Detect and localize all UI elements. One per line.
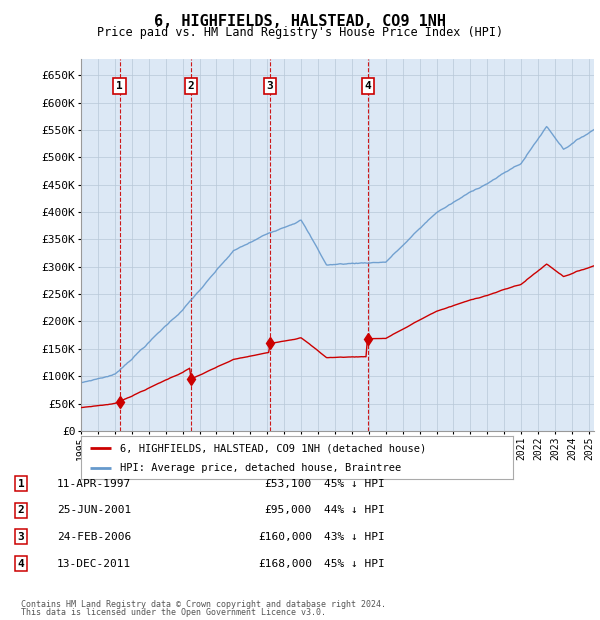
Text: Price paid vs. HM Land Registry's House Price Index (HPI): Price paid vs. HM Land Registry's House … <box>97 26 503 39</box>
Text: 6, HIGHFIELDS, HALSTEAD, CO9 1NH (detached house): 6, HIGHFIELDS, HALSTEAD, CO9 1NH (detach… <box>120 443 426 453</box>
Text: 25-JUN-2001: 25-JUN-2001 <box>57 505 131 515</box>
Text: 24-FEB-2006: 24-FEB-2006 <box>57 532 131 542</box>
Text: 45% ↓ HPI: 45% ↓ HPI <box>324 479 385 489</box>
Text: 3: 3 <box>266 81 273 91</box>
Text: 1: 1 <box>17 479 25 489</box>
Text: 43% ↓ HPI: 43% ↓ HPI <box>324 532 385 542</box>
Text: 4: 4 <box>17 559 25 569</box>
Text: 45% ↓ HPI: 45% ↓ HPI <box>324 559 385 569</box>
Text: 3: 3 <box>17 532 25 542</box>
Text: 11-APR-1997: 11-APR-1997 <box>57 479 131 489</box>
Text: £160,000: £160,000 <box>258 532 312 542</box>
Text: £53,100: £53,100 <box>265 479 312 489</box>
Text: £168,000: £168,000 <box>258 559 312 569</box>
Text: 4: 4 <box>365 81 371 91</box>
Text: 13-DEC-2011: 13-DEC-2011 <box>57 559 131 569</box>
Text: £95,000: £95,000 <box>265 505 312 515</box>
Text: HPI: Average price, detached house, Braintree: HPI: Average price, detached house, Brai… <box>120 463 401 473</box>
Text: 1: 1 <box>116 81 123 91</box>
Text: 2: 2 <box>17 505 25 515</box>
Text: 44% ↓ HPI: 44% ↓ HPI <box>324 505 385 515</box>
Text: Contains HM Land Registry data © Crown copyright and database right 2024.: Contains HM Land Registry data © Crown c… <box>21 600 386 609</box>
Text: 2: 2 <box>187 81 194 91</box>
Text: 6, HIGHFIELDS, HALSTEAD, CO9 1NH: 6, HIGHFIELDS, HALSTEAD, CO9 1NH <box>154 14 446 29</box>
Text: This data is licensed under the Open Government Licence v3.0.: This data is licensed under the Open Gov… <box>21 608 326 617</box>
